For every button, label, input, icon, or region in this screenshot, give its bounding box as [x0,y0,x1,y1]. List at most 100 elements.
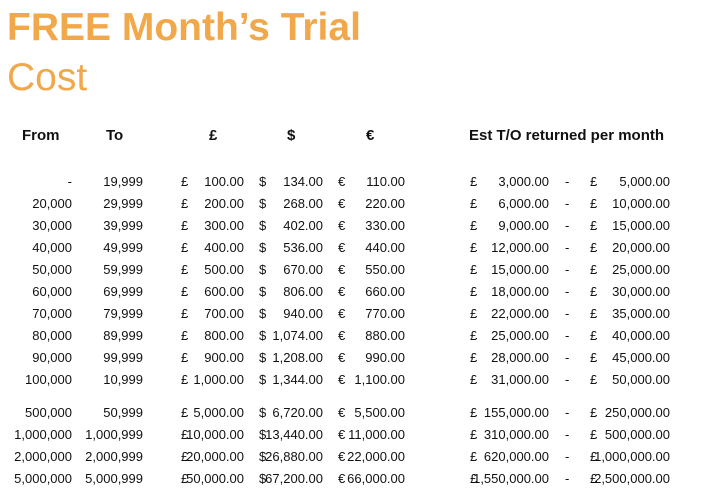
cell-eur: 880.00 [365,328,405,343]
cell-range-dash: - [565,449,570,464]
cell-turnover-low-symbol: £ [470,240,478,255]
cell-turnover-low: 1,550,000.00 [473,471,549,486]
cell-eur: 220.00 [365,196,405,211]
cell-range-dash: - [565,262,570,277]
cell-turnover-low: 155,000.00 [483,405,549,420]
cell-usd-symbol: $ [259,449,267,464]
cell-from: 60,000 [32,284,72,299]
cell-usd-symbol: $ [259,262,267,277]
cell-eur: 11,000.00 [348,427,405,442]
cell-turnover-high-symbol: £ [590,405,598,420]
cell-gbp-symbol: £ [181,218,189,233]
cell-eur: 22,000.00 [347,449,405,464]
page-subtitle: Cost [7,56,88,99]
cell-turnover-high-symbol: £ [590,350,598,365]
cell-turnover-low: 22,000.00 [491,306,549,321]
cell-to: 29,999 [103,196,143,211]
cell-turnover-high-symbol: £ [590,262,598,277]
cell-turnover-low-symbol: £ [470,306,478,321]
cell-eur-symbol: € [338,328,346,343]
cell-turnover-high: 10,000.00 [612,196,670,211]
cell-usd: 134.00 [283,174,323,189]
cell-range-dash: - [565,350,570,365]
cell-to: 39,999 [103,218,143,233]
cell-usd: 402.00 [283,218,323,233]
cell-turnover-low-symbol: £ [470,218,478,233]
cell-turnover-high-symbol: £ [590,218,598,233]
cell-turnover-high: 50,000.00 [612,372,670,387]
table-row: 1,000,000 1,000,999 £10,000.00 $13,440.00 €1… [0,424,710,446]
cell-eur: 110.00 [366,174,405,189]
cell-usd-symbol: $ [259,427,267,442]
cell-turnover-high: 30,000.00 [612,284,670,299]
cell-gbp-symbol: £ [181,284,189,299]
cell-range-dash: - [565,372,570,387]
cell-turnover-high: 1,000,000.00 [594,449,670,464]
cell-usd-symbol: $ [259,350,267,365]
cell-usd: 268.00 [283,196,323,211]
cell-gbp: 100.00 [204,174,244,189]
cell-turnover-low: 15,000.00 [491,262,549,277]
cell-turnover-low-symbol: £ [470,262,478,277]
cell-turnover-low-symbol: £ [470,350,478,365]
cell-gbp: 300.00 [204,218,244,233]
cell-to: 5,000,999 [85,471,143,486]
cell-eur-symbol: € [338,174,346,189]
cell-turnover-low: 310,000.00 [483,427,549,442]
cell-turnover-low: 25,000.00 [491,328,549,343]
table-row: - 19,999 £100.00 $134.00 €110.00 £3,000.00 - £5… [0,171,710,193]
cell-from: - [67,174,72,189]
cell-eur-symbol: € [338,449,346,464]
table-row: 60,000 69,999 £600.00 $806.00 €660.00 £18,000… [0,281,710,303]
cell-usd: 6,720.00 [272,405,323,420]
cell-gbp-symbol: £ [181,449,189,464]
cell-turnover-low-symbol: £ [470,471,478,486]
cell-usd: 1,208.00 [272,350,323,365]
cell-turnover-low: 28,000.00 [491,350,549,365]
cell-to: 79,999 [103,306,143,321]
cell-usd: 67,200.00 [265,471,323,486]
cell-gbp: 50,000.00 [186,471,244,486]
cell-to: 99,999 [103,350,143,365]
cell-turnover-low-symbol: £ [470,284,478,299]
cell-turnover-high: 250,000.00 [604,405,670,420]
cell-gbp-symbol: £ [181,240,189,255]
cell-gbp-symbol: £ [181,196,189,211]
cell-range-dash: - [565,405,570,420]
table-row: 100,000 10,999 £1,000.00 $1,344.00 €1,100.00… [0,369,710,391]
cell-range-dash: - [565,218,570,233]
header-turnover: Est T/O returned per month [469,127,665,144]
table-row: 5,000,000 5,000,999 £50,000.00 $67,200.00 €6… [0,468,710,490]
cell-usd: 1,344.00 [272,372,323,387]
cell-usd-symbol: $ [259,284,267,299]
cell-turnover-low: 9,000.00 [498,218,549,233]
header-gbp: £ [209,127,218,144]
cell-turnover-high: 20,000.00 [612,240,670,255]
table-row: 90,000 99,999 £900.00 $1,208.00 €990.00 £28,0… [0,347,710,369]
cell-turnover-low-symbol: £ [470,372,478,387]
cell-turnover-high: 35,000.00 [612,306,670,321]
cell-from: 80,000 [32,328,72,343]
cell-turnover-high: 2,500,000.00 [594,471,670,486]
cell-usd: 536.00 [283,240,323,255]
cell-gbp-symbol: £ [181,350,189,365]
cell-turnover-low: 12,000.00 [491,240,549,255]
cell-eur: 66,000.00 [347,471,405,486]
cell-usd: 26,880.00 [265,449,323,464]
cell-gbp: 700.00 [204,306,244,321]
cell-range-dash: - [565,174,570,189]
cell-to: 10,999 [103,372,143,387]
cell-turnover-high-symbol: £ [590,306,598,321]
cell-eur: 660.00 [365,284,405,299]
header-usd: $ [287,127,296,144]
cell-from: 5,000,000 [14,471,72,486]
cell-turnover-high: 15,000.00 [612,218,670,233]
cell-to: 19,999 [103,174,143,189]
cell-eur-symbol: € [338,405,346,420]
table-row: 80,000 89,999 £800.00 $1,074.00 €880.00 £25,0… [0,325,710,347]
cell-eur-symbol: € [338,427,346,442]
cell-turnover-high-symbol: £ [590,372,598,387]
cell-from: 50,000 [32,262,72,277]
cell-usd-symbol: $ [259,372,267,387]
cell-gbp: 10,000.00 [186,427,244,442]
